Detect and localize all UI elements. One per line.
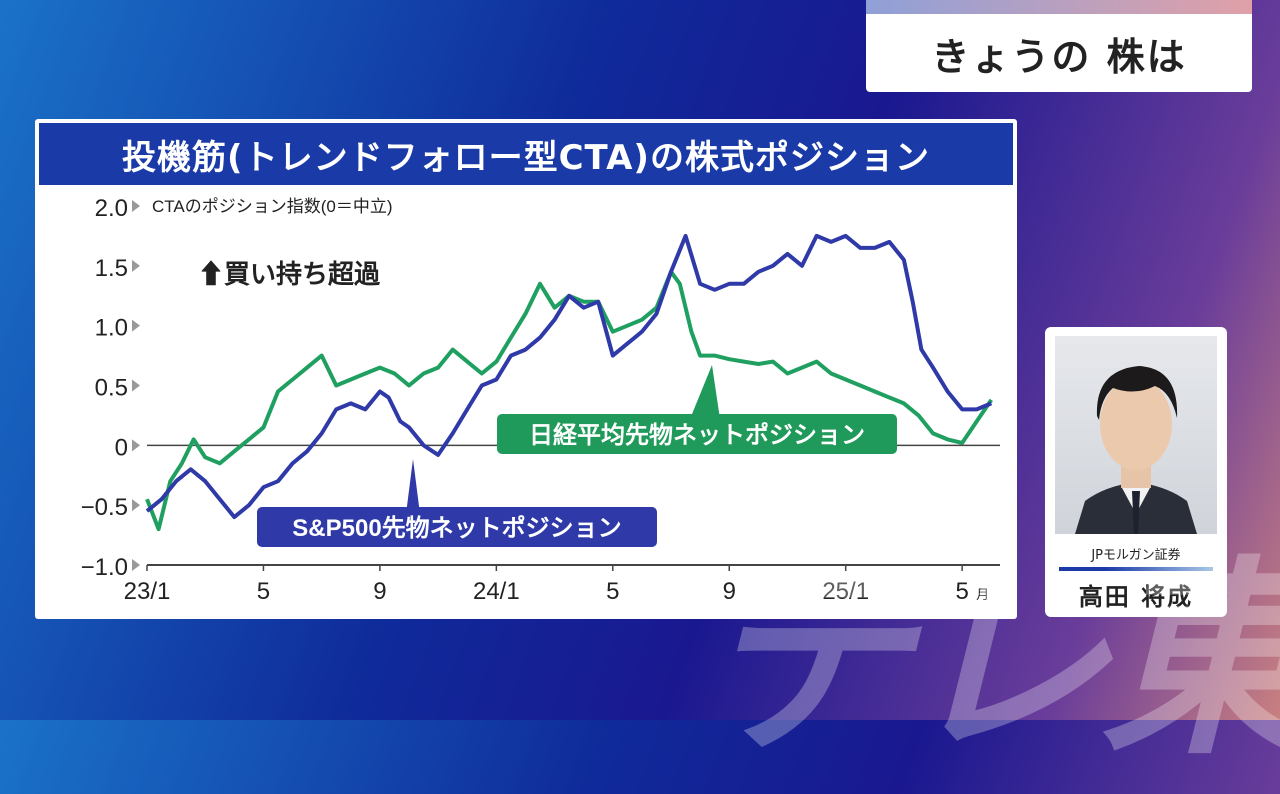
chart-header: 投機筋(トレンドフォロー型CTA)の株式ポジション xyxy=(39,123,1013,185)
annotation-buy-excess: ⬆買い持ち超過 xyxy=(198,259,381,289)
y-tick-marker xyxy=(132,319,140,332)
nikkei-label-box xyxy=(497,414,897,454)
chart-svg: 2.0 1.5 1.0 0.5 0 −0.5 −1.0 CTAのポジション指数(0＝中立) ⬆買… xyxy=(81,195,1000,605)
y-tick-marker xyxy=(132,379,140,392)
y-tick-label: 0.5 xyxy=(95,375,128,402)
guest-card: JPモルガン証券 高田 将成 xyxy=(1045,327,1227,617)
series-line-nikkei xyxy=(145,269,993,532)
guest-name: 高田 将成 xyxy=(1078,583,1194,611)
nikkei-label-pointer xyxy=(690,365,720,419)
name-divider xyxy=(1059,567,1213,571)
chart-title: 投機筋(トレンドフォロー型CTA)の株式ポジション xyxy=(122,137,930,178)
x-tick-label: 9 xyxy=(723,578,736,605)
x-tick-label: 23/1 xyxy=(124,578,171,605)
y-tick-marker xyxy=(132,259,140,272)
y-tick-label: 1.5 xyxy=(95,255,128,282)
sp500-label-pointer xyxy=(406,459,420,514)
program-title: きょうの 株は xyxy=(931,34,1187,79)
y-tick-label: 1.0 xyxy=(95,315,128,342)
y-tick-label: −1.0 xyxy=(81,554,128,581)
program-title-box: きょうの 株は xyxy=(866,14,1252,92)
program-topbar xyxy=(866,0,1252,14)
guest-company: JPモルガン証券 xyxy=(1091,548,1181,563)
y-tick-marker xyxy=(132,559,140,571)
x-tick-label: 9 xyxy=(373,578,386,605)
y-tick-marker xyxy=(132,200,140,212)
x-tick-label: 25/1 xyxy=(822,578,869,605)
guest-portrait-image xyxy=(1075,366,1197,534)
sp500-label-box xyxy=(257,507,657,547)
y-tick-marker xyxy=(132,499,140,512)
y-tick-label: 0 xyxy=(115,434,128,461)
x-tick-label: 5 xyxy=(257,578,270,605)
x-tick-label: 24/1 xyxy=(473,578,520,605)
y-tick-label: −0.5 xyxy=(81,494,128,521)
y-tick-marker xyxy=(132,439,140,452)
guest-photo xyxy=(1055,336,1217,534)
sp500-series-label: S&P500先物ネットポジション xyxy=(292,514,621,542)
y-tick-label: 2.0 xyxy=(95,195,128,222)
chart-card: 2.0 1.5 1.0 0.5 0 −0.5 −1.0 CTAのポジション指数(0＝中立) ⬆買… xyxy=(35,119,1017,619)
nikkei-series-label: 日経平均先物ネットポジション xyxy=(529,421,865,449)
y-axis-label: CTAのポジション指数(0＝中立) xyxy=(152,197,393,216)
series-line-sp500 xyxy=(145,233,993,520)
x-tick-suffix: 月 xyxy=(976,587,989,602)
x-tick-label: 5 xyxy=(606,578,619,605)
x-tick-label: 5 xyxy=(955,578,968,605)
